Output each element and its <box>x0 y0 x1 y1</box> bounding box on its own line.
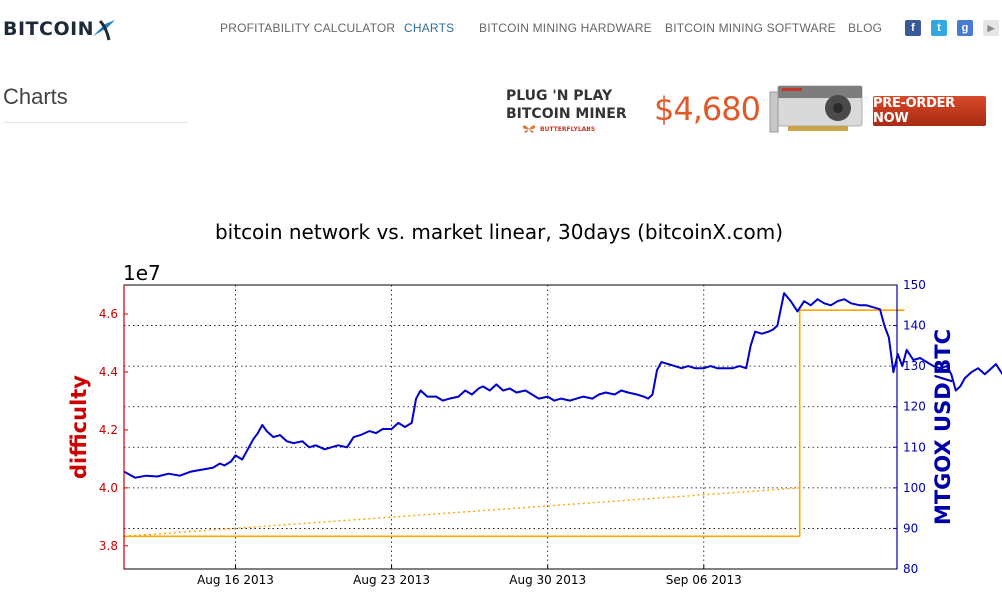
right-tick-label: 110 <box>903 440 926 454</box>
x-tick-label: Sep 06 2013 <box>666 573 742 587</box>
nav-bitcoin-mining-hardware[interactable]: BITCOIN MINING HARDWARE <box>479 21 652 35</box>
linear-projection-line <box>123 487 800 537</box>
site-logo[interactable]: BITCOIN <box>3 14 117 44</box>
orange-step-line <box>124 309 905 538</box>
ad-banner[interactable]: PLUG 'N PLAY BITCOIN MINER BUTTERFLYLABS… <box>500 78 990 144</box>
x-tick-label: Aug 23 2013 <box>353 573 430 587</box>
right-axis-label: MTGOX USD/BTC <box>931 329 955 525</box>
left-tick-label: 4.0 <box>99 481 118 495</box>
logo-text: BITCOIN <box>3 18 95 40</box>
twitter-icon[interactable]: t <box>931 20 947 36</box>
ad-brand: BUTTERFLYLABS <box>522 124 595 134</box>
youtube-icon[interactable]: ▶ <box>983 20 999 36</box>
x-tick-label: Aug 16 2013 <box>197 573 274 587</box>
google-plus-icon[interactable]: g <box>957 20 973 36</box>
right-tick-label: 140 <box>903 319 926 333</box>
nav-blog[interactable]: BLOG <box>848 21 883 35</box>
ad-headline: PLUG 'N PLAY BITCOIN MINER <box>506 87 627 123</box>
logo-x-mark-icon <box>93 19 116 41</box>
right-tick-label: 100 <box>903 481 926 495</box>
left-tick-label: 3.8 <box>99 539 118 553</box>
right-tick-label: 150 <box>903 278 926 292</box>
chart-gridlines <box>124 285 897 569</box>
plot-frame <box>123 284 898 570</box>
ad-headline-line-2: BITCOIN MINER <box>506 106 627 122</box>
right-tick-label: 120 <box>903 400 926 414</box>
chart-title: bitcoin network vs. market linear, 30day… <box>215 220 783 244</box>
right-tick-label: 130 <box>903 359 926 373</box>
chart-series <box>123 292 1002 538</box>
ad-price: $4,680 <box>654 90 761 128</box>
left-tick-label: 4.4 <box>99 365 118 379</box>
pre-order-button[interactable]: PRE-ORDER NOW <box>873 96 986 126</box>
ad-brand-name: BUTTERFLYLABS <box>540 125 596 133</box>
facebook-icon[interactable]: f <box>905 20 921 36</box>
graphics-card-icon <box>769 85 863 133</box>
x-tick-label: Aug 30 2013 <box>509 573 586 587</box>
nav-bitcoin-mining-software[interactable]: BITCOIN MINING SOFTWARE <box>665 21 836 35</box>
mtgox-price-line <box>123 292 1002 479</box>
title-divider <box>3 122 188 123</box>
butterfly-icon <box>522 125 536 133</box>
left-tick-label: 4.6 <box>99 307 118 321</box>
nav-charts[interactable]: CHARTS <box>404 21 455 35</box>
ad-headline-line-1: PLUG 'N PLAY <box>506 88 613 104</box>
chart-ticks: Aug 16 2013 Aug 23 2013 Aug 30 2013 Sep 06 … <box>99 278 926 587</box>
left-tick-label: 4.2 <box>99 423 118 437</box>
nav-profitability-calculator[interactable]: PROFITABILITY CALCULATOR <box>220 21 396 35</box>
right-tick-label: 90 <box>903 521 918 535</box>
left-axis-offset: 1e7 <box>123 261 161 285</box>
right-tick-label: 80 <box>903 562 918 576</box>
left-axis-label: difficulty <box>67 375 91 479</box>
page-title: Charts <box>3 84 68 109</box>
